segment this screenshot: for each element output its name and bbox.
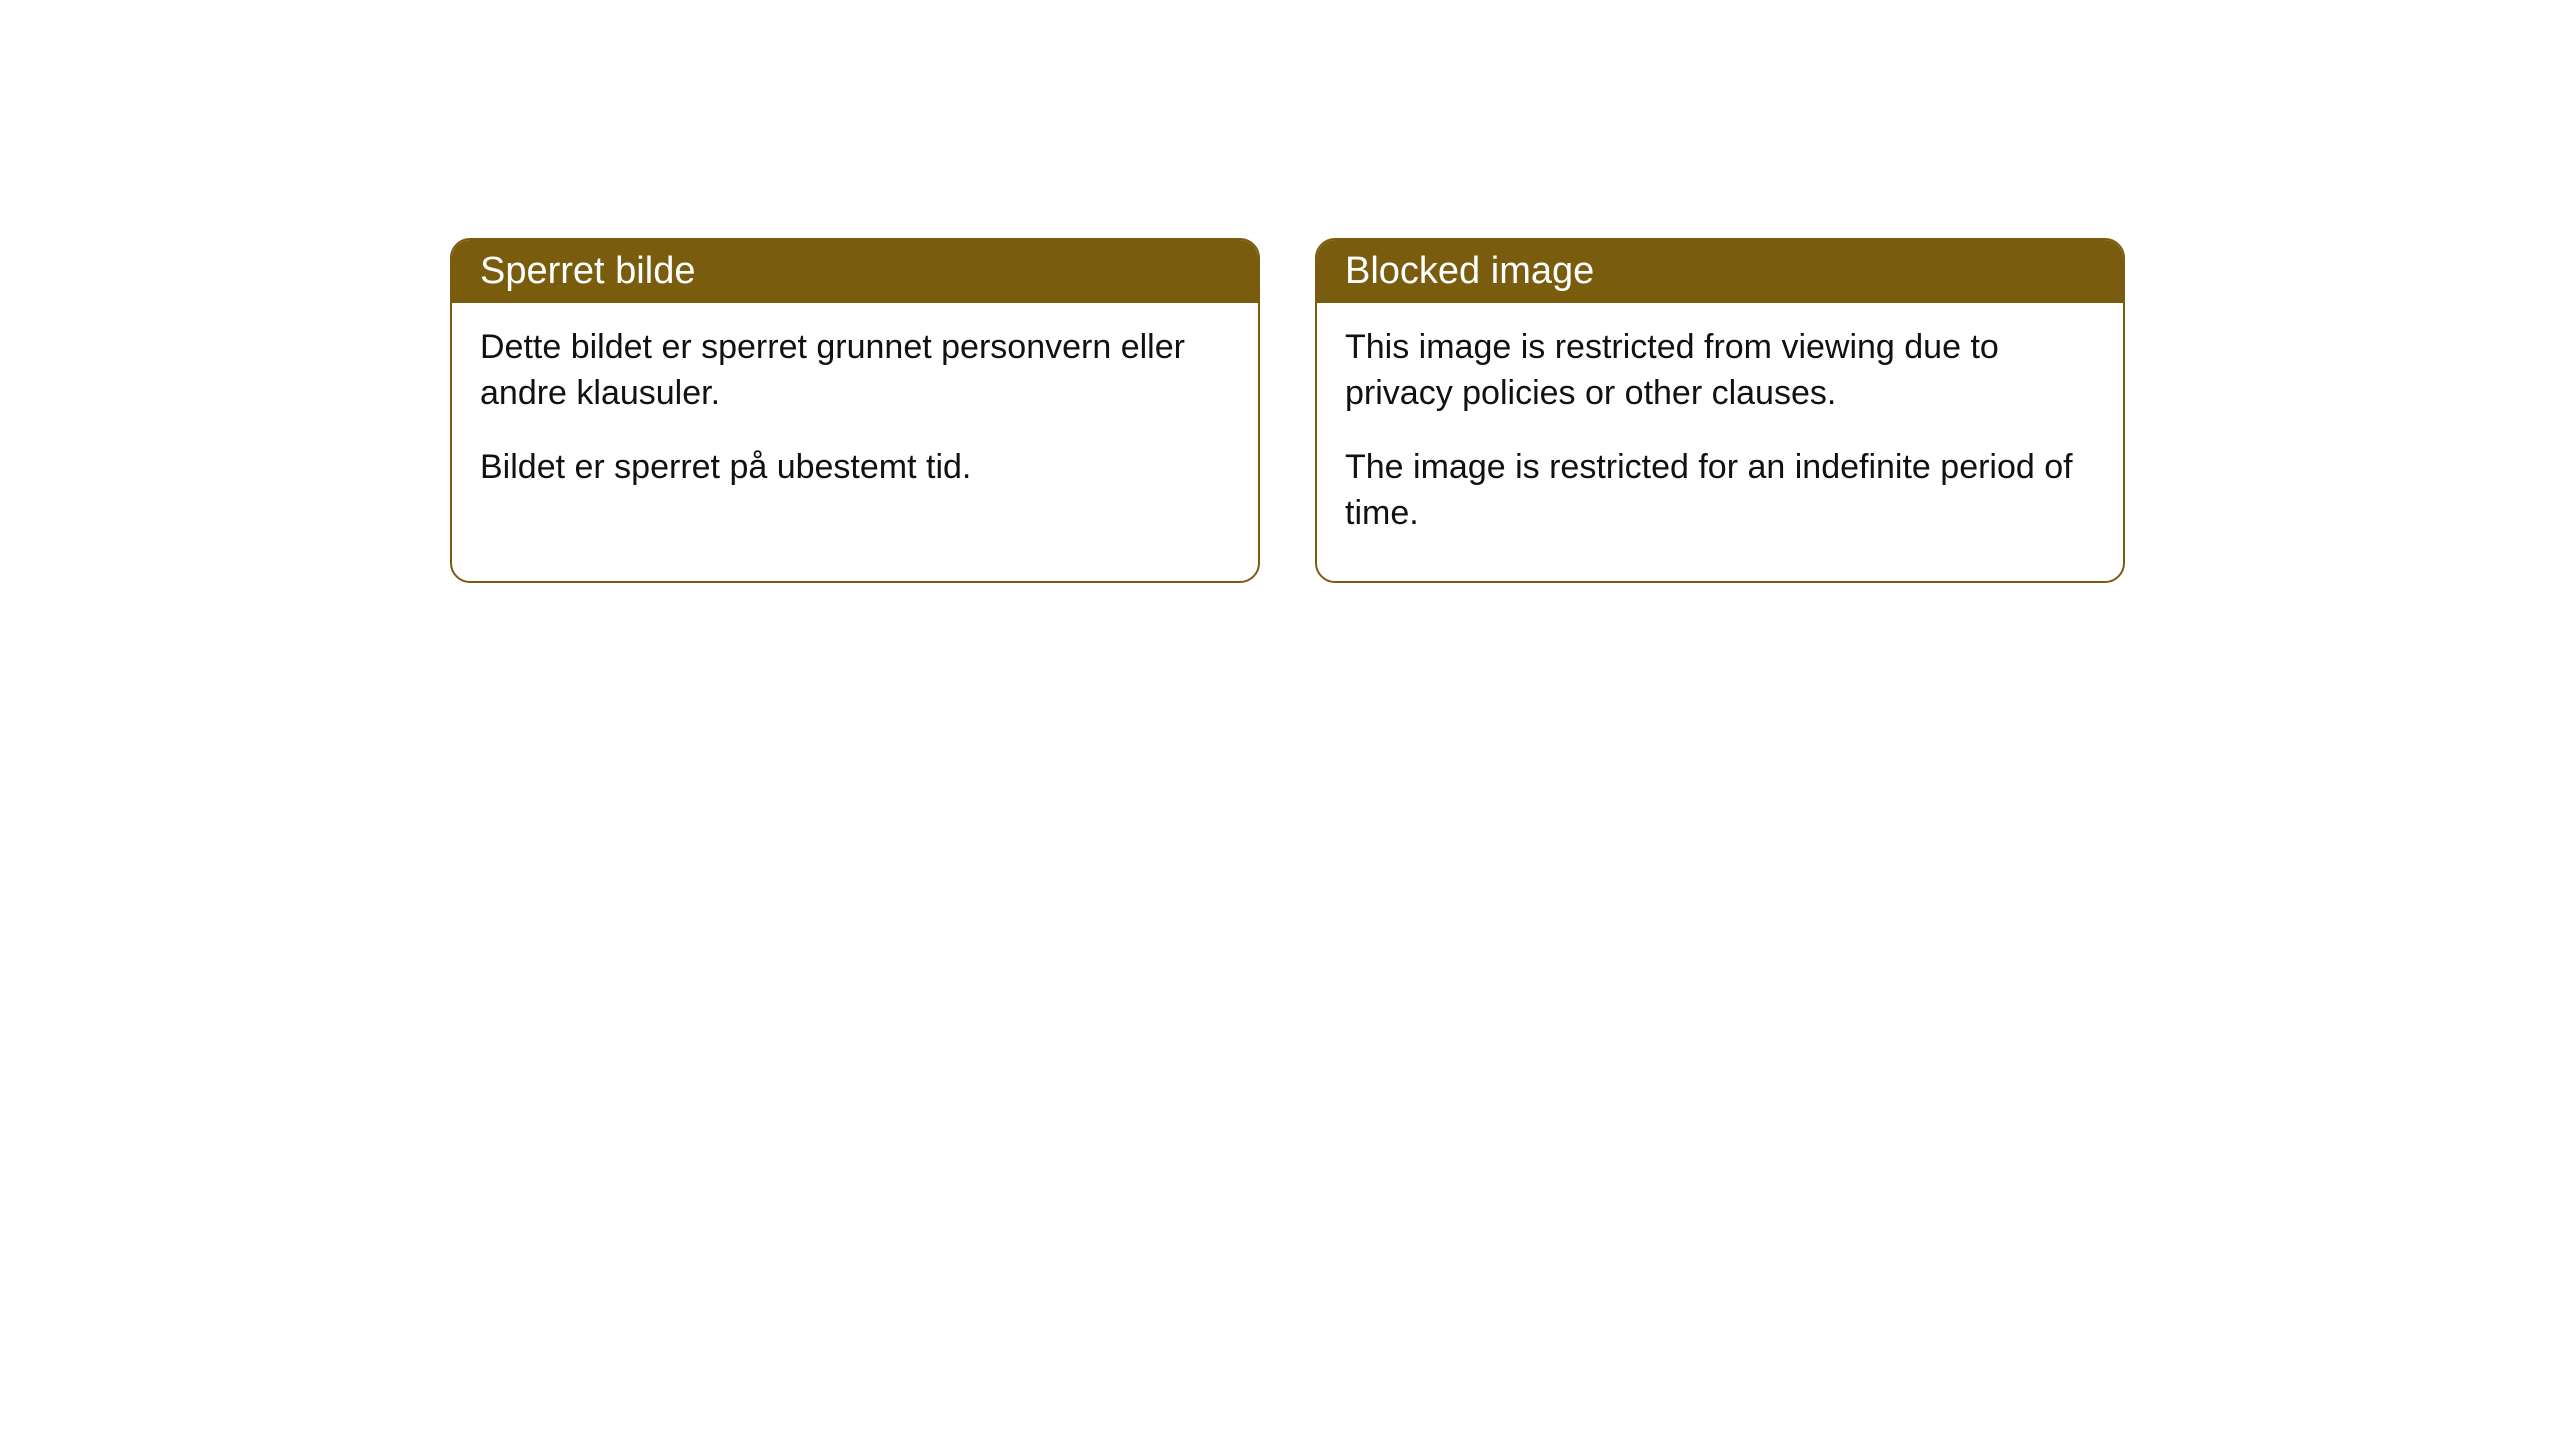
card-header: Blocked image <box>1317 240 2123 303</box>
card-paragraph: This image is restricted from viewing du… <box>1345 325 2095 417</box>
card-body: This image is restricted from viewing du… <box>1317 303 2123 581</box>
card-paragraph: The image is restricted for an indefinit… <box>1345 445 2095 537</box>
card-body: Dette bildet er sperret grunnet personve… <box>452 303 1258 535</box>
card-paragraph: Bildet er sperret på ubestemt tid. <box>480 445 1230 491</box>
card-header: Sperret bilde <box>452 240 1258 303</box>
notice-card-english: Blocked image This image is restricted f… <box>1315 238 2125 583</box>
card-paragraph: Dette bildet er sperret grunnet personve… <box>480 325 1230 417</box>
notice-card-norwegian: Sperret bilde Dette bildet er sperret gr… <box>450 238 1260 583</box>
notice-container: Sperret bilde Dette bildet er sperret gr… <box>0 0 2560 583</box>
